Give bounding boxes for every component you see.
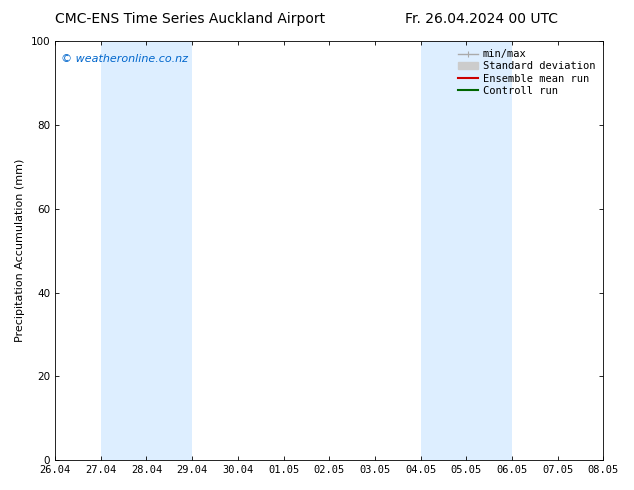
Text: CMC-ENS Time Series Auckland Airport: CMC-ENS Time Series Auckland Airport [55,12,325,26]
Text: Fr. 26.04.2024 00 UTC: Fr. 26.04.2024 00 UTC [405,12,559,26]
Legend: min/max, Standard deviation, Ensemble mean run, Controll run: min/max, Standard deviation, Ensemble me… [455,46,598,99]
Bar [101,41,192,460]
Y-axis label: Precipitation Accumulation (mm): Precipitation Accumulation (mm) [15,159,25,343]
Bar [420,41,512,460]
Text: © weatheronline.co.nz: © weatheronline.co.nz [60,53,188,64]
